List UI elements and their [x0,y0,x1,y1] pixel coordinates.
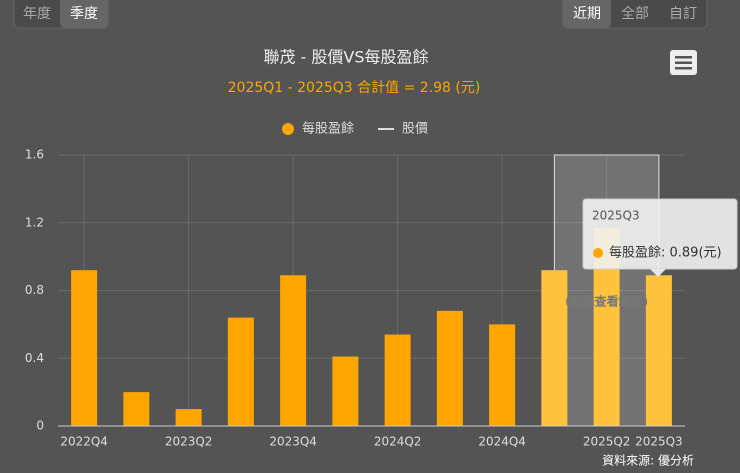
menu-icon[interactable] [670,50,697,75]
x-tick-label: 2024Q4 [478,435,526,449]
range-note: (點擊查看範圍) [565,294,648,309]
x-tick-label: 2023Q4 [269,435,317,449]
menu-bar [675,67,692,70]
chart-title: 聯茂 - 股價VS每股盈餘 [263,48,428,67]
y-tick-label: 0.8 [25,283,44,297]
button-selected [60,0,108,28]
tooltip-pointer [650,269,666,277]
menu-bar [675,61,692,64]
tooltip-label: 每股盈餘: 0.89(元) [609,245,722,261]
y-tick-label: 1.2 [25,215,44,229]
y-tick-label: 1.6 [25,148,44,162]
bar [384,334,411,426]
range-buttons: 近期 全部 自訂 [562,0,708,29]
period-buttons: 年度 季度 [13,0,109,29]
source: 資料來源: 優分析 [602,454,694,468]
button-selected [563,0,611,28]
bar [645,275,672,426]
legend-label: 每股盈餘 [302,121,354,137]
legend-label: 股價 [402,122,428,137]
button[interactable]: 近期 [573,6,601,22]
chart-subtitle: 2025Q1 - 2025Q3 合計值 = 2.98 (元) [228,80,481,96]
x-tick-label: 2025Q2 [583,435,631,449]
x-tick-label: 2025Q3 [635,435,683,449]
button[interactable]: 年度 [23,6,51,22]
bar [123,392,150,426]
legend-marker [282,123,294,135]
x-tick-label: 2022Q4 [60,435,108,449]
y-tick-label: 0 [36,419,44,433]
tooltip-marker [593,248,603,258]
bar [71,270,98,426]
menu-bar [675,56,692,59]
bar [541,270,568,426]
x-tick-label: 2023Q2 [165,435,213,449]
button[interactable]: 自訂 [669,6,697,22]
bar [227,317,254,426]
button[interactable]: 全部 [621,5,649,22]
bar [175,409,202,426]
bar [436,310,463,426]
tooltip-title: 2025Q3 [592,209,640,223]
bar [280,275,307,426]
x-tick-label: 2024Q2 [374,435,422,449]
y-tick-label: 0.4 [25,351,44,365]
bar [332,356,359,426]
button[interactable]: 季度 [70,6,98,22]
bar [489,324,516,426]
